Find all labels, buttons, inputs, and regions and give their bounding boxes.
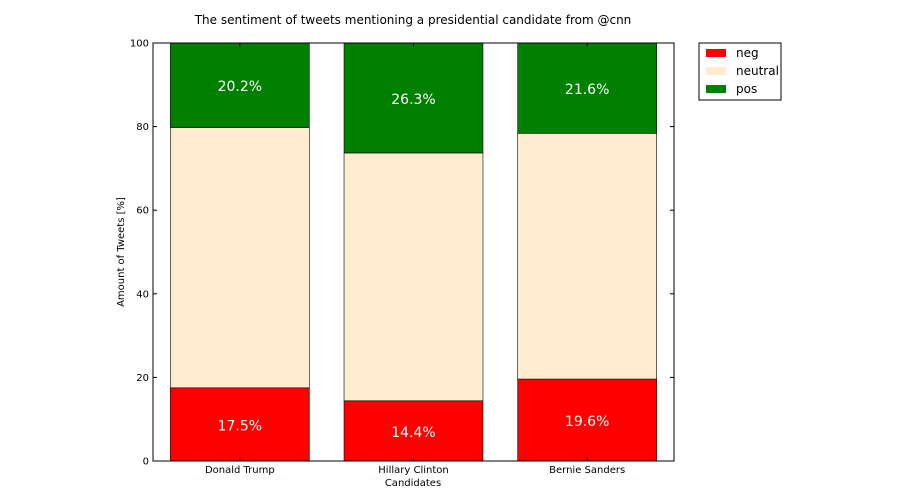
legend-label-pos: pos [736, 82, 757, 96]
data-label-pos-1: 26.3% [391, 92, 435, 108]
y-tick-label-5: 100 [130, 39, 149, 50]
data-label-neg-2: 19.6% [565, 414, 609, 430]
chart-title: The sentiment of tweets mentioning a pre… [194, 13, 632, 27]
bar-neutral-1 [343, 152, 484, 402]
y-tick-label-4: 80 [136, 122, 149, 133]
data-label-pos-0: 20.2% [218, 79, 262, 95]
legend-label-neutral: neutral [736, 64, 779, 78]
y-tick-label-2: 40 [136, 289, 149, 300]
y-tick-label-3: 60 [136, 206, 149, 217]
bar-pos-2 [517, 42, 657, 134]
bar-neg-0 [170, 387, 310, 462]
y-tick-label-1: 20 [136, 373, 149, 384]
y-tick-label-0: 0 [143, 457, 149, 468]
legend-label-neg: neg [736, 46, 759, 60]
bar-neutral-0 [170, 127, 310, 389]
legend: neg neutral pos [698, 42, 782, 101]
bars [170, 42, 657, 462]
x-tick-label-0: Donald Trump [205, 465, 275, 476]
data-label-neg-0: 17.5% [218, 418, 262, 434]
y-axis-label: Amount of Tweets [%] [116, 197, 127, 307]
bar-neg-1 [343, 400, 484, 462]
x-axis-label: Candidates [385, 478, 441, 489]
bar-pos-1 [343, 42, 484, 154]
legend-swatch-neg [706, 49, 726, 57]
x-tick-label-1: Hillary Clinton [378, 465, 448, 476]
data-label-neg-1: 14.4% [391, 425, 435, 441]
legend-swatch-neutral [706, 67, 726, 75]
bar-neg-2 [517, 378, 657, 462]
legend-swatch-pos [706, 85, 726, 93]
data-label-pos-2: 21.6% [565, 82, 609, 98]
data-labels: 17.5% 20.2% 14.4% 26.3% 19.6% 21.6% [218, 79, 610, 441]
bar-neutral-2 [517, 132, 657, 380]
x-axis: Donald Trump Hillary Clinton Bernie Sander… [205, 43, 625, 476]
x-tick-label-2: Bernie Sanders [549, 465, 625, 476]
y-axis: 0 20 40 60 80 100 [130, 39, 674, 468]
